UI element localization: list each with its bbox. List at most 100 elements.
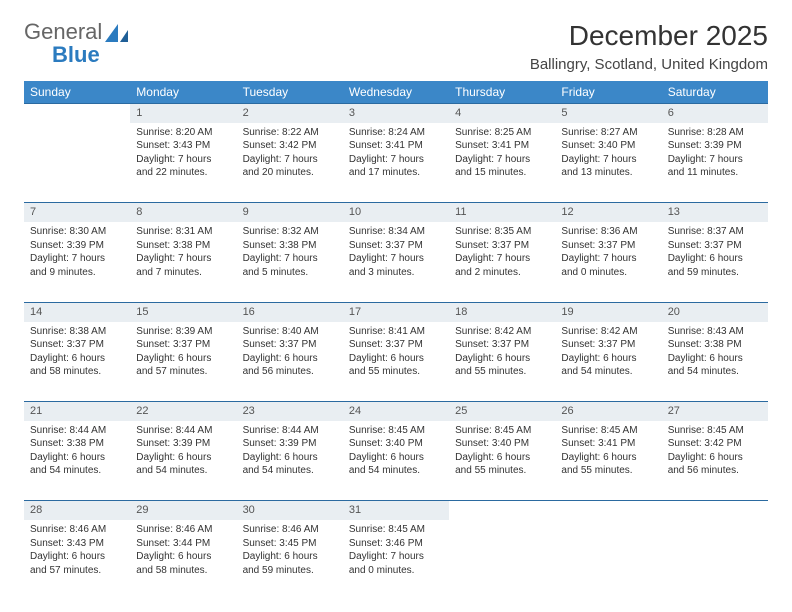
sunrise-text: Sunrise: 8:45 AM bbox=[668, 424, 762, 438]
sunrise-text: Sunrise: 8:36 AM bbox=[561, 225, 655, 239]
header-tuesday: Tuesday bbox=[237, 81, 343, 104]
sunrise-text: Sunrise: 8:30 AM bbox=[30, 225, 124, 239]
day-number bbox=[24, 104, 130, 123]
day-number: 20 bbox=[662, 302, 768, 321]
daylight-text: Daylight: 7 hours and 0 minutes. bbox=[561, 252, 655, 279]
daylight-text: Daylight: 6 hours and 54 minutes. bbox=[30, 451, 124, 478]
day-number: 30 bbox=[237, 501, 343, 520]
logo-line2: Blue bbox=[52, 43, 102, 66]
day-number: 3 bbox=[343, 104, 449, 123]
day-cell: Sunrise: 8:25 AMSunset: 3:41 PMDaylight:… bbox=[449, 123, 555, 203]
day-number: 9 bbox=[237, 203, 343, 222]
day-cell: Sunrise: 8:32 AMSunset: 3:38 PMDaylight:… bbox=[237, 222, 343, 302]
day-cell: Sunrise: 8:44 AMSunset: 3:38 PMDaylight:… bbox=[24, 421, 130, 501]
day-number: 17 bbox=[343, 302, 449, 321]
sunset-text: Sunset: 3:37 PM bbox=[561, 239, 655, 253]
day-cell: Sunrise: 8:36 AMSunset: 3:37 PMDaylight:… bbox=[555, 222, 661, 302]
sunrise-text: Sunrise: 8:31 AM bbox=[136, 225, 230, 239]
sunset-text: Sunset: 3:45 PM bbox=[243, 537, 337, 551]
sunset-text: Sunset: 3:39 PM bbox=[136, 437, 230, 451]
day-number: 5 bbox=[555, 104, 661, 123]
header-saturday: Saturday bbox=[662, 81, 768, 104]
daylight-text: Daylight: 7 hours and 22 minutes. bbox=[136, 153, 230, 180]
daylight-text: Daylight: 7 hours and 5 minutes. bbox=[243, 252, 337, 279]
sunset-text: Sunset: 3:38 PM bbox=[243, 239, 337, 253]
sunset-text: Sunset: 3:37 PM bbox=[455, 239, 549, 253]
location-text: Ballingry, Scotland, United Kingdom bbox=[530, 56, 768, 73]
header-wednesday: Wednesday bbox=[343, 81, 449, 104]
sunrise-text: Sunrise: 8:45 AM bbox=[561, 424, 655, 438]
sunset-text: Sunset: 3:40 PM bbox=[349, 437, 443, 451]
sunset-text: Sunset: 3:41 PM bbox=[561, 437, 655, 451]
day-number: 10 bbox=[343, 203, 449, 222]
sunrise-text: Sunrise: 8:40 AM bbox=[243, 325, 337, 339]
sunset-text: Sunset: 3:39 PM bbox=[30, 239, 124, 253]
day-cell: Sunrise: 8:35 AMSunset: 3:37 PMDaylight:… bbox=[449, 222, 555, 302]
logo-text-block: General Blue bbox=[24, 20, 102, 66]
day-number: 28 bbox=[24, 501, 130, 520]
day-cell: Sunrise: 8:22 AMSunset: 3:42 PMDaylight:… bbox=[237, 123, 343, 203]
sunset-text: Sunset: 3:39 PM bbox=[243, 437, 337, 451]
sunset-text: Sunset: 3:37 PM bbox=[136, 338, 230, 352]
day-cell: Sunrise: 8:34 AMSunset: 3:37 PMDaylight:… bbox=[343, 222, 449, 302]
sunrise-text: Sunrise: 8:37 AM bbox=[668, 225, 762, 239]
sunset-text: Sunset: 3:37 PM bbox=[349, 239, 443, 253]
sunrise-text: Sunrise: 8:46 AM bbox=[136, 523, 230, 537]
sunrise-text: Sunrise: 8:41 AM bbox=[349, 325, 443, 339]
day-number bbox=[662, 501, 768, 520]
daylight-text: Daylight: 6 hours and 57 minutes. bbox=[30, 550, 124, 577]
sunset-text: Sunset: 3:46 PM bbox=[349, 537, 443, 551]
day-number: 2 bbox=[237, 104, 343, 123]
sunset-text: Sunset: 3:37 PM bbox=[561, 338, 655, 352]
day-cell: Sunrise: 8:31 AMSunset: 3:38 PMDaylight:… bbox=[130, 222, 236, 302]
daylight-text: Daylight: 7 hours and 2 minutes. bbox=[455, 252, 549, 279]
content-row: Sunrise: 8:44 AMSunset: 3:38 PMDaylight:… bbox=[24, 421, 768, 501]
daynum-row: 14151617181920 bbox=[24, 302, 768, 321]
daynum-row: 78910111213 bbox=[24, 203, 768, 222]
day-number: 31 bbox=[343, 501, 449, 520]
day-cell: Sunrise: 8:45 AMSunset: 3:40 PMDaylight:… bbox=[343, 421, 449, 501]
daylight-text: Daylight: 7 hours and 17 minutes. bbox=[349, 153, 443, 180]
day-number: 27 bbox=[662, 402, 768, 421]
sunrise-text: Sunrise: 8:28 AM bbox=[668, 126, 762, 140]
sunset-text: Sunset: 3:43 PM bbox=[136, 139, 230, 153]
daylight-text: Daylight: 7 hours and 7 minutes. bbox=[136, 252, 230, 279]
sunrise-text: Sunrise: 8:38 AM bbox=[30, 325, 124, 339]
day-number: 25 bbox=[449, 402, 555, 421]
daylight-text: Daylight: 6 hours and 54 minutes. bbox=[349, 451, 443, 478]
sunset-text: Sunset: 3:41 PM bbox=[455, 139, 549, 153]
header-friday: Friday bbox=[555, 81, 661, 104]
daylight-text: Daylight: 7 hours and 0 minutes. bbox=[349, 550, 443, 577]
sunset-text: Sunset: 3:41 PM bbox=[349, 139, 443, 153]
content-row: Sunrise: 8:30 AMSunset: 3:39 PM Daylight:… bbox=[24, 222, 768, 302]
day-number: 14 bbox=[24, 302, 130, 321]
day-number bbox=[555, 501, 661, 520]
day-number: 11 bbox=[449, 203, 555, 222]
sunset-text: Sunset: 3:40 PM bbox=[455, 437, 549, 451]
daylight-text: Daylight: 6 hours and 59 minutes. bbox=[243, 550, 337, 577]
daynum-row: 21222324252627 bbox=[24, 402, 768, 421]
day-number: 19 bbox=[555, 302, 661, 321]
daylight-text: Daylight: 6 hours and 56 minutes. bbox=[243, 352, 337, 379]
sunrise-text: Sunrise: 8:42 AM bbox=[561, 325, 655, 339]
daylight-text: Daylight: 6 hours and 55 minutes. bbox=[561, 451, 655, 478]
calendar-table: Sunday Monday Tuesday Wednesday Thursday… bbox=[24, 81, 768, 600]
day-number: 16 bbox=[237, 302, 343, 321]
day-cell: Sunrise: 8:45 AMSunset: 3:40 PMDaylight:… bbox=[449, 421, 555, 501]
day-cell: Sunrise: 8:42 AMSunset: 3:37 PMDaylight:… bbox=[555, 322, 661, 402]
daylight-text: Daylight: 6 hours and 55 minutes. bbox=[455, 451, 549, 478]
day-number: 1 bbox=[130, 104, 236, 123]
sunset-text: Sunset: 3:38 PM bbox=[30, 437, 124, 451]
sunrise-text: Sunrise: 8:43 AM bbox=[668, 325, 762, 339]
title-block: December 2025 Ballingry, Scotland, Unite… bbox=[530, 20, 768, 73]
sunrise-text: Sunrise: 8:34 AM bbox=[349, 225, 443, 239]
day-number: 6 bbox=[662, 104, 768, 123]
day-number: 13 bbox=[662, 203, 768, 222]
day-cell: Sunrise: 8:37 AMSunset: 3:37 PMDaylight:… bbox=[662, 222, 768, 302]
day-cell: Sunrise: 8:45 AMSunset: 3:42 PMDaylight:… bbox=[662, 421, 768, 501]
day-cell: Sunrise: 8:30 AMSunset: 3:39 PMDaylight:… bbox=[24, 222, 130, 302]
day-cell: Sunrise: 8:38 AMSunset: 3:37 PMDaylight:… bbox=[24, 322, 130, 402]
daylight-text: Daylight: 6 hours and 55 minutes. bbox=[349, 352, 443, 379]
day-cell bbox=[555, 520, 661, 600]
day-cell: Sunrise: 8:46 AMSunset: 3:44 PMDaylight:… bbox=[130, 520, 236, 600]
